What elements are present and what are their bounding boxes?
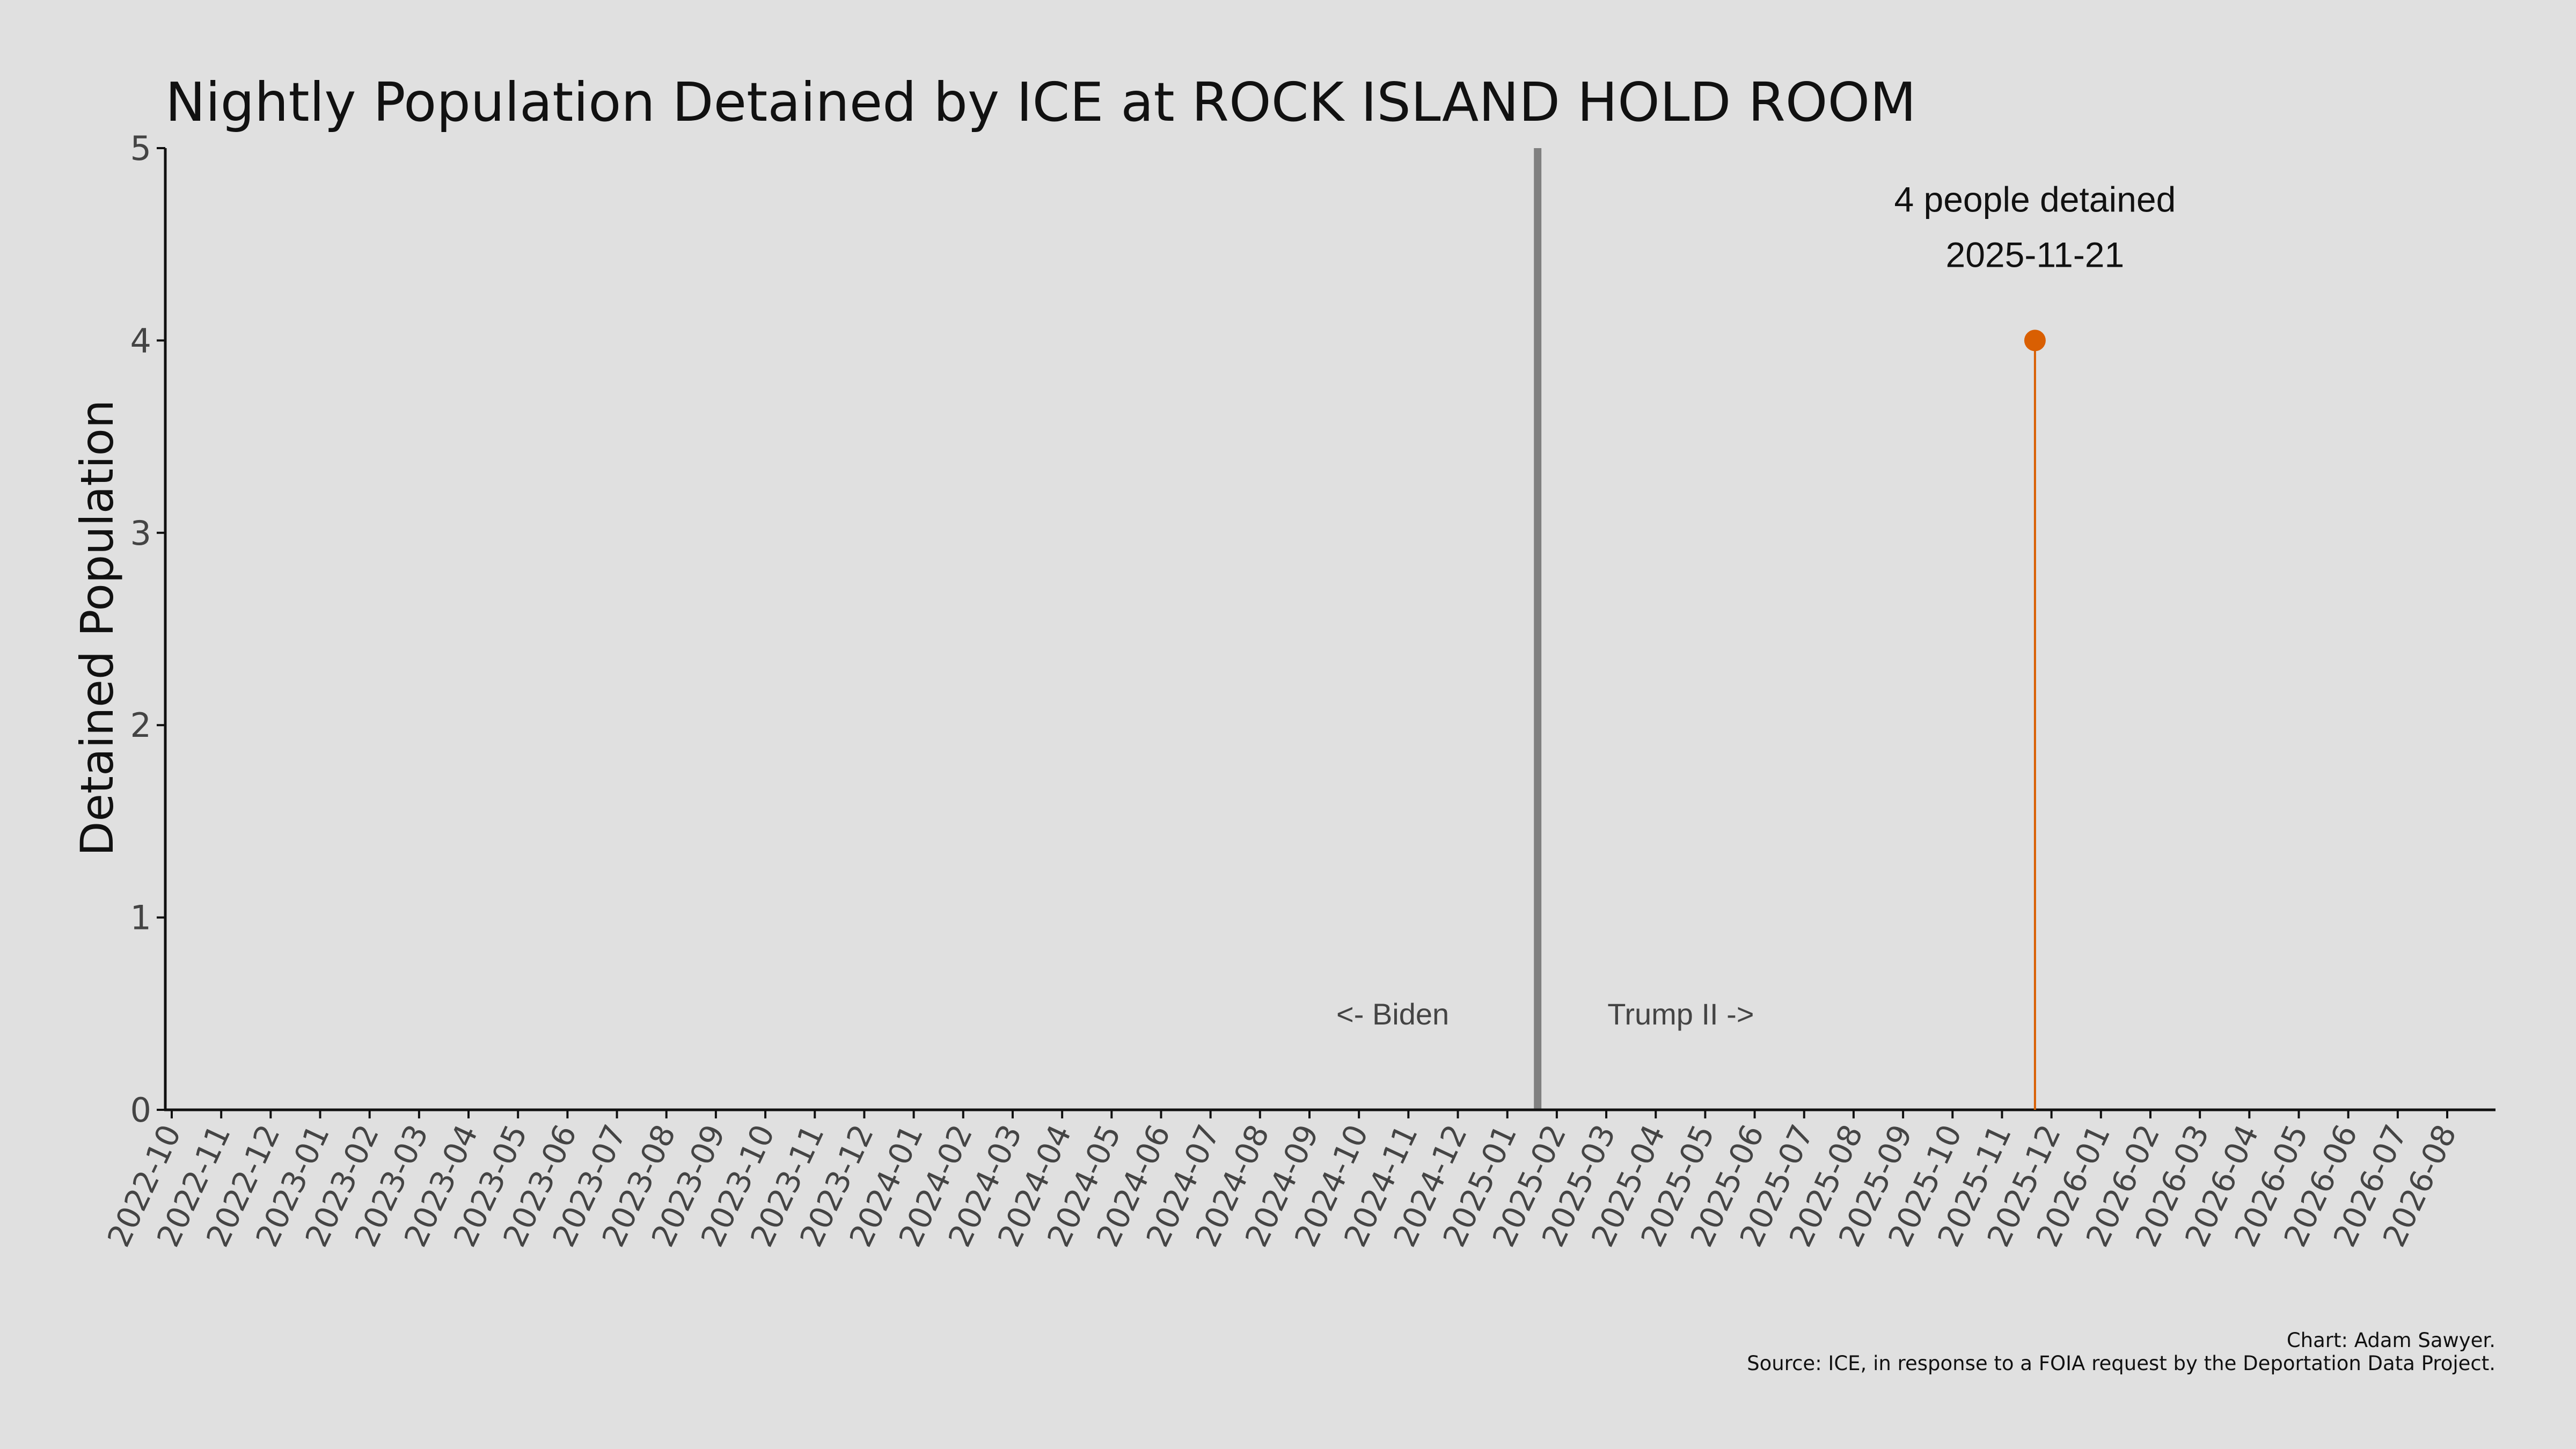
y-tick-label: 3 <box>130 514 151 553</box>
y-tick-label: 4 <box>130 321 151 360</box>
callout-count: 4 people detained <box>1894 179 2176 219</box>
trump-era-label: Trump II -> <box>1607 997 1754 1031</box>
y-tick-label: 0 <box>130 1091 151 1130</box>
chart-credit: Chart: Adam Sawyer. <box>2287 1329 2496 1352</box>
x-axis-ticks: 2022-102022-112022-122023-012023-022023-… <box>100 1110 2464 1253</box>
callout-date: 2025-11-21 <box>1946 235 2125 274</box>
data-source: Source: ICE, in response to a FOIA reque… <box>1747 1352 2496 1375</box>
y-tick-label: 2 <box>130 706 151 745</box>
y-axis-ticks: 0 1 2 3 4 5 <box>130 129 165 1130</box>
y-axis-label: Detained Population <box>71 400 123 856</box>
y-tick-label: 1 <box>130 898 151 938</box>
chart-title: Nightly Population Detained by ICE at RO… <box>165 71 1916 134</box>
y-tick-label: 5 <box>130 129 151 168</box>
data-marks <box>2024 330 2046 1110</box>
biden-era-label: <- Biden <box>1336 997 1449 1031</box>
data-point <box>2024 330 2046 352</box>
